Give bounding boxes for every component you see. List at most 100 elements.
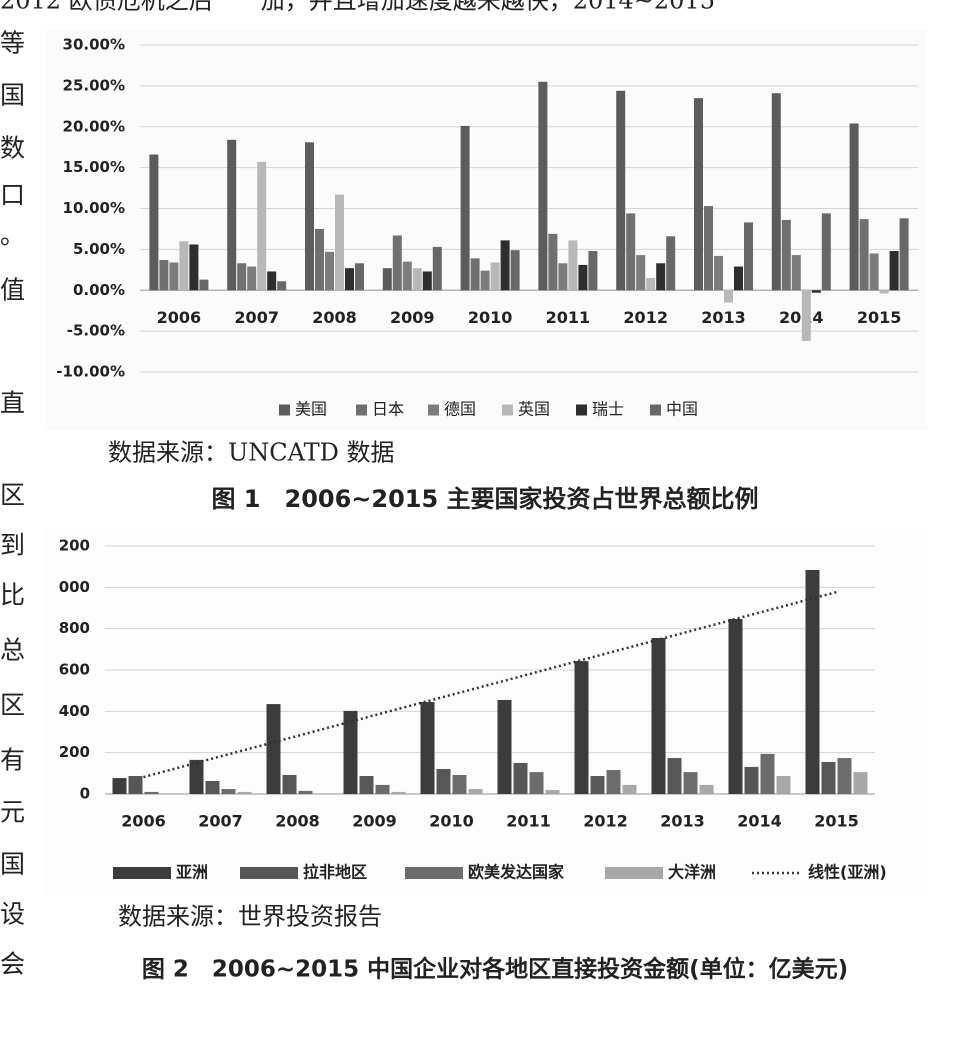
legend-swatch [650, 404, 661, 416]
bar [699, 784, 714, 794]
bar [227, 139, 237, 291]
bar [606, 770, 621, 794]
bar [899, 218, 909, 291]
bar [646, 277, 656, 291]
legend-label: 德国 [444, 400, 476, 419]
bar [538, 81, 548, 291]
legend-swatch [279, 404, 290, 416]
bar [391, 791, 406, 794]
x-tick-label: 2014 [779, 308, 824, 327]
bar [574, 661, 589, 794]
bar [298, 790, 313, 794]
bar [590, 776, 605, 794]
y-tick-label: 20.00% [63, 117, 125, 135]
bar [282, 774, 297, 794]
legend-label: 亚洲 [176, 863, 208, 882]
x-tick-label: 2009 [352, 812, 397, 831]
legend-label: 拉非地区 [303, 863, 367, 882]
bar [490, 262, 500, 291]
legend-label: 英国 [518, 400, 550, 419]
bar [776, 776, 791, 794]
body-text: 设 [0, 900, 25, 929]
y-tick-label: 25.00% [63, 76, 125, 94]
bar [801, 290, 811, 341]
bar [237, 791, 252, 794]
bar [837, 758, 852, 794]
x-tick-label: 2007 [198, 812, 243, 831]
bar [169, 262, 179, 291]
bar [468, 789, 483, 794]
bar [849, 123, 859, 291]
bar [247, 266, 257, 291]
legend-swatch [405, 867, 463, 879]
bar [869, 253, 879, 291]
bar [558, 263, 568, 291]
bar [460, 125, 470, 291]
legend-swatch [356, 404, 367, 416]
x-tick-label: 2011 [506, 812, 551, 831]
bar [821, 213, 831, 291]
bar [656, 263, 666, 291]
bar [568, 240, 578, 291]
bar [578, 264, 588, 291]
legend-label: 欧美发达国家 [468, 863, 565, 882]
bar [760, 753, 775, 794]
bar [422, 271, 432, 291]
x-tick-label: 2015 [814, 812, 859, 831]
bar [343, 710, 358, 794]
bar [237, 263, 247, 291]
body-text: 有 [0, 746, 25, 775]
x-tick-label: 2010 [429, 812, 474, 831]
y-tick-label: 600 [59, 661, 90, 679]
bar [622, 784, 637, 794]
y-tick-label: 200 [59, 537, 90, 555]
y-tick-label: 400 [59, 702, 90, 720]
x-tick-label: 2011 [546, 308, 591, 327]
chart-frame [45, 530, 927, 895]
bar [325, 251, 334, 291]
bar [821, 761, 836, 794]
legend-label: 瑞士 [592, 400, 624, 419]
bar [497, 699, 512, 794]
source-note: 数据来源：世界投资报告 [118, 903, 382, 931]
body-text: 口 [0, 181, 25, 210]
y-tick-label: 5.00% [73, 240, 125, 258]
bar [791, 255, 801, 291]
bar [375, 784, 390, 794]
body-text: 到 [0, 531, 25, 560]
bar [382, 268, 392, 291]
bar [199, 279, 209, 291]
x-tick-label: 2014 [737, 812, 782, 831]
legend-label: 美国 [295, 400, 327, 419]
x-tick-label: 2012 [583, 812, 628, 831]
bar [128, 776, 143, 794]
legend-label: 日本 [372, 400, 404, 419]
bar [149, 154, 159, 291]
bar [771, 93, 781, 291]
legend-swatch [576, 404, 587, 416]
body-text: 。 [0, 221, 25, 250]
bar [159, 260, 169, 291]
bar [345, 268, 354, 291]
legend-swatch [605, 867, 663, 879]
legend-swatch [113, 867, 171, 879]
body-text: 会 [0, 950, 25, 979]
bar [734, 266, 743, 291]
x-tick-label: 2007 [234, 308, 279, 327]
bar [420, 702, 435, 794]
body-text: 直 [0, 389, 25, 418]
y-tick-label: 0.00% [73, 281, 125, 299]
bar [853, 772, 868, 794]
legend-label: 中国 [666, 400, 698, 419]
y-tick-label: 10.00% [63, 199, 125, 217]
body-text: 国 [0, 81, 25, 110]
bar [666, 236, 676, 291]
bar [781, 219, 791, 291]
bar [359, 776, 374, 794]
legend-swatch [240, 867, 298, 879]
x-tick-label: 2013 [660, 812, 705, 831]
bar [724, 290, 733, 303]
bar [189, 244, 199, 291]
bar [588, 251, 598, 291]
